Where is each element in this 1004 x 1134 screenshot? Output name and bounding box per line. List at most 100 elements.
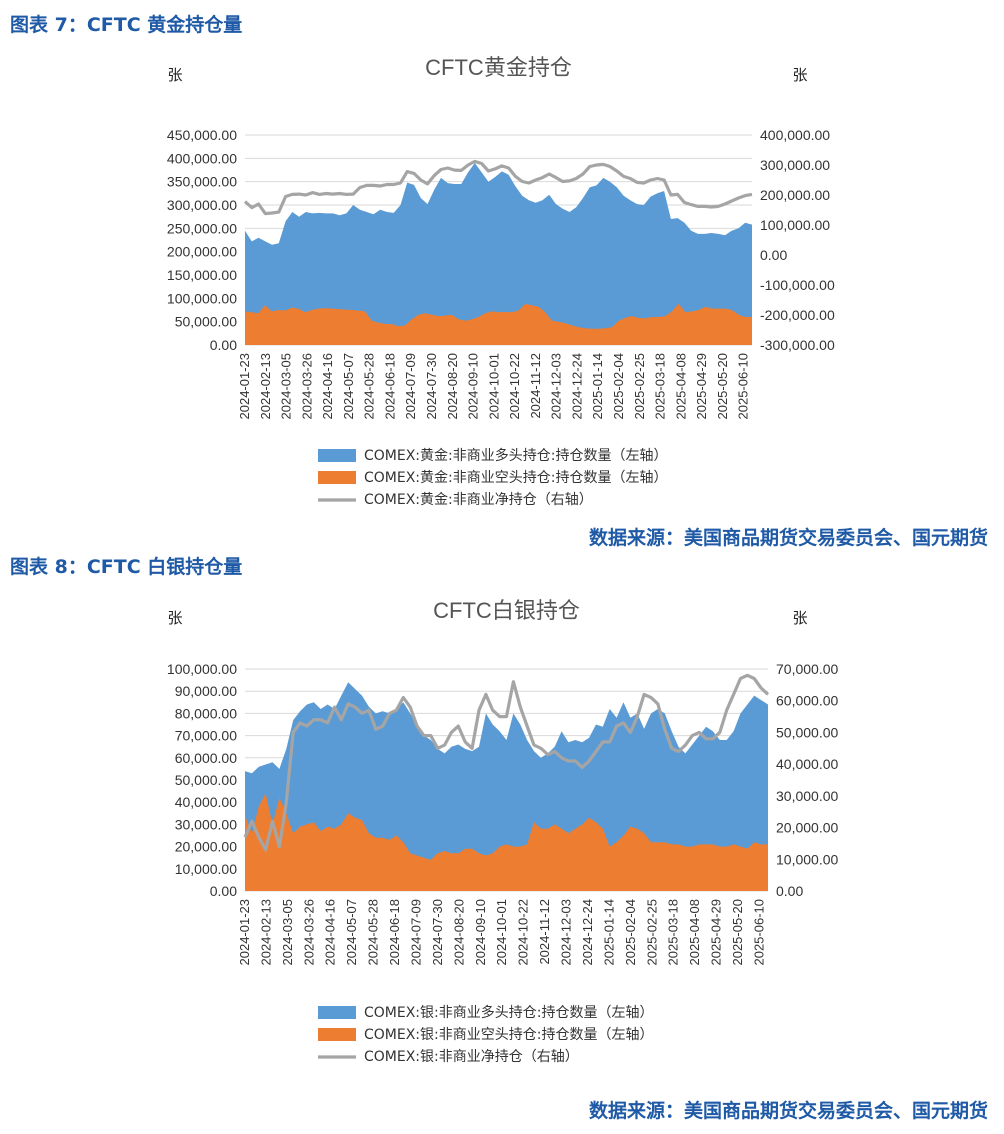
x-tick-label: 2024-07-09 (403, 353, 418, 420)
x-tick-label: 2024-03-26 (301, 899, 316, 966)
series-line-net (243, 673, 770, 852)
right-tick-label: -200,000.00 (760, 307, 835, 323)
right-tick-label: 40,000.00 (776, 756, 838, 772)
right-axis-unit: 张 (792, 609, 807, 627)
left-tick-label: 70,000.00 (175, 728, 237, 744)
x-tick-label: 2024-04-16 (320, 353, 335, 420)
legend-swatch-long (318, 1006, 356, 1019)
left-tick-label: 350,000.00 (167, 174, 237, 190)
x-tick-label: 2025-06-10 (751, 899, 766, 966)
right-tick-label: 0.00 (760, 247, 787, 263)
legend-swatch-short (318, 471, 356, 484)
x-tick-label: 2024-05-07 (344, 899, 359, 966)
x-tick-label: 2024-01-23 (237, 353, 252, 420)
left-tick-label: 0.00 (210, 337, 237, 353)
left-tick-label: 400,000.00 (167, 150, 237, 166)
left-tick-label: 90,000.00 (175, 683, 237, 699)
left-tick-label: 30,000.00 (175, 816, 237, 832)
legend-label: COMEX:银:非商业净持仓（右轴） (364, 1049, 579, 1065)
right-tick-label: 200,000.00 (760, 187, 830, 203)
legend-label: COMEX:银:非商业空头持仓:持仓数量（左轴） (364, 1027, 653, 1043)
x-tick-label: 2024-01-23 (237, 899, 252, 966)
right-tick-label: 0.00 (776, 883, 803, 899)
legend-label: COMEX:银:非商业多头持仓:持仓数量（左轴） (364, 1004, 653, 1021)
left-tick-label: 200,000.00 (167, 244, 237, 260)
x-tick-label: 2025-02-25 (644, 899, 659, 966)
x-tick-label: 2024-10-01 (486, 353, 501, 420)
x-tick-label: 2024-11-12 (537, 899, 552, 965)
legend-label: COMEX:黄金:非商业空头持仓:持仓数量（左轴） (364, 469, 667, 486)
x-tick-label: 2025-03-18 (653, 353, 668, 420)
x-tick-label: 2025-02-25 (632, 353, 647, 420)
series-area-short (245, 793, 768, 891)
x-tick-label: 2024-07-09 (408, 899, 423, 966)
x-tick-label: 2024-06-18 (387, 899, 402, 966)
right-tick-label: 30,000.00 (776, 788, 838, 804)
x-tick-label: 2024-07-30 (430, 899, 445, 966)
legend-swatch-long (318, 449, 356, 462)
left-tick-label: 300,000.00 (167, 197, 237, 213)
figure-7-source: 数据来源：美国商品期货交易委员会、国元期货 (588, 527, 988, 549)
right-tick-label: 50,000.00 (776, 724, 838, 740)
x-tick-label: 2025-05-20 (715, 353, 730, 420)
left-tick-label: 40,000.00 (175, 794, 237, 810)
x-tick-label: 2024-05-07 (341, 353, 356, 420)
left-tick-label: 50,000.00 (175, 772, 237, 788)
gold-position-chart: CFTC黄金持仓 张 张 0.00 50,000.00 100,000.00 150,000… (167, 55, 835, 508)
x-tick-label: 2024-09-10 (466, 353, 481, 420)
left-tick-label: 250,000.00 (167, 220, 237, 236)
left-tick-label: 100,000.00 (167, 661, 237, 677)
x-tick-label: 2024-03-26 (299, 353, 314, 420)
left-tick-label: 0.00 (210, 883, 237, 899)
legend-label: COMEX:黄金:非商业多头持仓:持仓数量（左轴） (364, 447, 667, 464)
x-tick-label: 2024-10-22 (516, 899, 531, 966)
x-tick-label: 2025-04-08 (687, 899, 702, 966)
x-tick-label: 2024-03-05 (279, 353, 294, 420)
right-tick-label: 300,000.00 (760, 157, 830, 173)
left-tick-label: 80,000.00 (175, 705, 237, 721)
x-tick-label: 2025-02-04 (623, 899, 638, 966)
left-tick-label: 50,000.00 (175, 314, 237, 330)
x-tick-label: 2024-10-22 (507, 353, 522, 420)
legend-label: COMEX:黄金:非商业净持仓（右轴） (364, 491, 593, 508)
figure-7-heading: 图表 7：CFTC 黄金持仓量 (10, 14, 243, 36)
right-tick-label: 100,000.00 (760, 217, 830, 233)
x-tick-label: 2025-06-10 (736, 353, 751, 420)
series-line-net (243, 159, 753, 216)
legend-swatch-short (318, 1028, 356, 1041)
series-area-short (245, 303, 752, 345)
right-tick-label: 400,000.00 (760, 127, 830, 143)
x-tick-label: 2024-02-13 (258, 353, 273, 420)
right-tick-label: 60,000.00 (776, 693, 838, 709)
x-tick-label: 2024-08-20 (451, 899, 466, 966)
x-tick-label: 2024-03-05 (280, 899, 295, 966)
left-tick-label: 10,000.00 (175, 861, 237, 877)
series-area-long (245, 163, 752, 345)
x-tick-label: 2024-04-16 (323, 899, 338, 966)
silver-position-chart: CFTC白银持仓 张 张 0.00 10,000.00 20,000.00 30,000.0… (167, 598, 839, 1065)
x-tick-label: 2024-12-03 (549, 353, 564, 420)
x-tick-label: 2024-12-24 (569, 353, 584, 420)
left-tick-label: 60,000.00 (175, 750, 237, 766)
right-axis-unit: 张 (792, 66, 807, 84)
left-tick-label: 20,000.00 (175, 839, 237, 855)
chart-title: CFTC黄金持仓 (425, 55, 572, 80)
x-tick-label: 2025-05-20 (730, 899, 745, 966)
x-tick-label: 2024-10-01 (494, 899, 509, 966)
right-tick-label: -100,000.00 (760, 277, 835, 293)
x-tick-label: 2024-08-20 (445, 353, 460, 420)
left-axis-unit: 张 (167, 66, 182, 84)
left-tick-label: 150,000.00 (167, 267, 237, 283)
left-axis-unit: 张 (167, 609, 182, 627)
x-tick-label: 2024-05-28 (362, 353, 377, 420)
x-tick-label: 2025-04-08 (673, 353, 688, 420)
x-tick-label: 2024-12-03 (559, 899, 574, 966)
x-tick-label: 2025-02-04 (611, 353, 626, 420)
x-tick-label: 2025-01-14 (590, 353, 605, 420)
x-tick-label: 2024-05-28 (366, 899, 381, 966)
x-tick-label: 2025-01-14 (601, 899, 616, 966)
right-tick-label: 70,000.00 (776, 661, 838, 677)
x-tick-label: 2024-02-13 (258, 899, 273, 966)
x-tick-label: 2024-07-30 (424, 353, 439, 420)
left-tick-label: 450,000.00 (167, 127, 237, 143)
